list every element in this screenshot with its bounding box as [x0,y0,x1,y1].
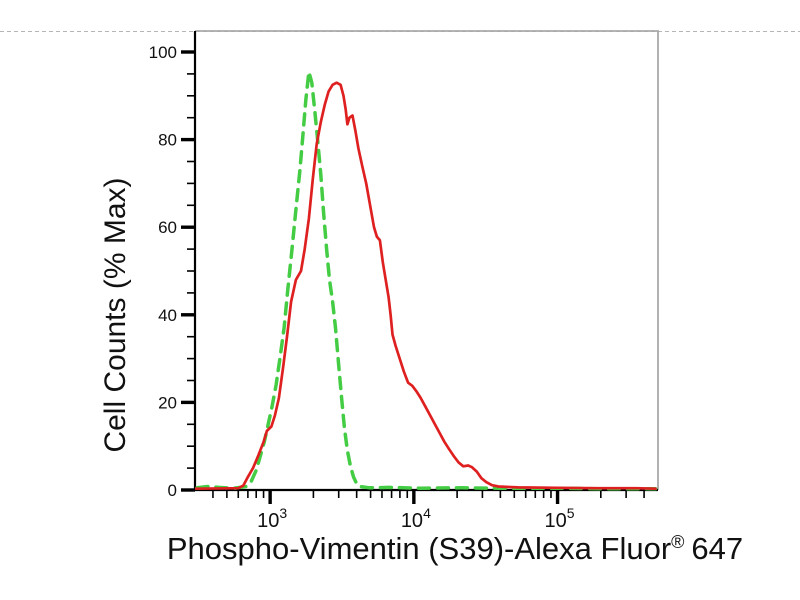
plot-frame [195,30,659,490]
y-tick-label: 100 [149,43,177,62]
y-tick-label: 60 [158,218,177,237]
x-axis-title-text: Phospho-Vimentin (S39)-Alexa Fluor [166,531,672,566]
y-tick-label: 0 [168,481,177,500]
green-dashed-control-curve [195,69,658,491]
registered-trademark-symbol: ® [671,532,685,552]
x-axis-title: Phospho-Vimentin (S39)-Alexa Fluor® 647 [125,531,785,567]
x-tick-label: 105 [545,505,575,532]
y-axis-title: Cell Counts (% Max) [99,177,132,453]
x-tick-label: 104 [401,505,431,532]
y-tick-label: 20 [158,393,177,412]
red-solid-stained-curve [195,81,657,491]
y-tick-label: 80 [158,131,177,150]
x-axis-title-number: 647 [691,531,744,566]
x-tick-label: 103 [257,505,287,532]
y-tick-label: 40 [158,306,177,325]
